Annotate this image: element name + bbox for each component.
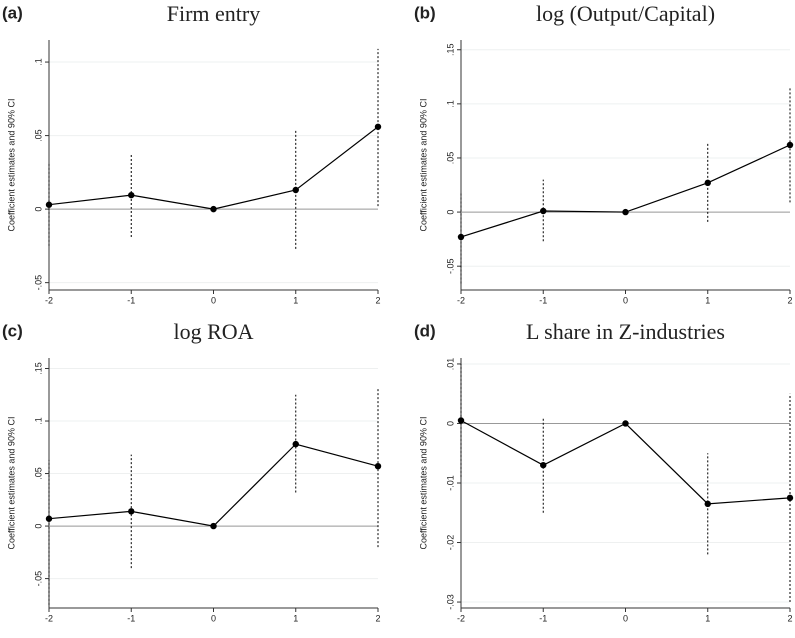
chart-title: log (Output/Capital) [536,1,715,26]
x-tick-label: -1 [539,613,547,623]
point [210,522,217,530]
point [622,420,629,427]
point [457,417,465,424]
point [292,440,299,448]
point [540,461,547,469]
chart-title: L share in Z-industries [526,319,725,344]
x-tick-label: 0 [211,613,216,623]
y-tick-label: 0 [445,421,455,426]
series-line [460,144,791,238]
point [704,179,711,187]
x-tick-label: -1 [127,295,135,305]
point [210,205,217,213]
x-tick-label: -2 [457,613,465,623]
y-tick-label: -.03 [445,594,455,610]
y-tick-label: .05 [33,129,43,142]
point [786,494,794,502]
x-tick-label: 1 [705,295,710,305]
chart-title: log ROA [173,319,253,344]
y-tick-label: 0 [33,524,43,529]
point [786,141,794,149]
chart-title: Firm entry [167,1,261,26]
y-tick-label: -.01 [445,475,455,491]
y-axis-label: Coefficient estimates and 90% CI [418,99,428,232]
series-line [48,443,379,527]
point [374,462,382,470]
y-axis-label: Coefficient estimates and 90% CI [6,417,16,550]
x-tick-label: 0 [623,295,628,305]
point [540,207,547,215]
panel-label: (c) [2,321,23,340]
y-tick-label: .05 [33,467,43,480]
y-tick-label: .01 [445,358,455,371]
x-tick-label: 1 [293,295,298,305]
point [45,515,53,522]
y-tick-label: 0 [445,210,455,215]
series-line [48,126,379,210]
panel-label: (d) [414,321,436,340]
point [128,508,135,515]
point [374,123,382,130]
x-tick-label: 0 [623,613,628,623]
y-tick-label: -.05 [445,258,455,274]
x-tick-label: 2 [375,295,380,305]
series-line [460,419,791,505]
y-axis-label: Coefficient estimates and 90% CI [6,99,16,232]
y-tick-label: .05 [445,152,455,165]
y-tick-label: -.05 [33,275,43,291]
x-tick-label: -1 [539,295,547,305]
point [128,191,135,199]
y-tick-label: .1 [445,100,455,108]
point [292,186,299,194]
point [457,233,465,241]
x-tick-label: 2 [787,295,792,305]
y-tick-label: 0 [33,207,43,212]
y-tick-label: .1 [33,58,43,66]
y-tick-label: .1 [33,417,43,425]
x-tick-label: 1 [705,613,710,623]
x-tick-label: 2 [787,613,792,623]
x-tick-label: -2 [45,613,53,623]
y-tick-label: -.02 [445,535,455,551]
x-tick-label: -2 [45,295,53,305]
point [704,500,711,508]
panel-label: (a) [2,3,23,22]
x-tick-label: -1 [127,613,135,623]
x-tick-label: 0 [211,295,216,305]
point [45,201,53,208]
y-tick-label: .15 [33,362,43,375]
point [622,208,629,216]
panel-label: (b) [414,3,436,22]
y-tick-label: -.05 [33,571,43,587]
y-tick-label: .15 [445,43,455,56]
x-tick-label: 2 [375,613,380,623]
x-tick-label: 1 [293,613,298,623]
y-axis-label: Coefficient estimates and 90% CI [418,417,428,550]
x-tick-label: -2 [457,295,465,305]
